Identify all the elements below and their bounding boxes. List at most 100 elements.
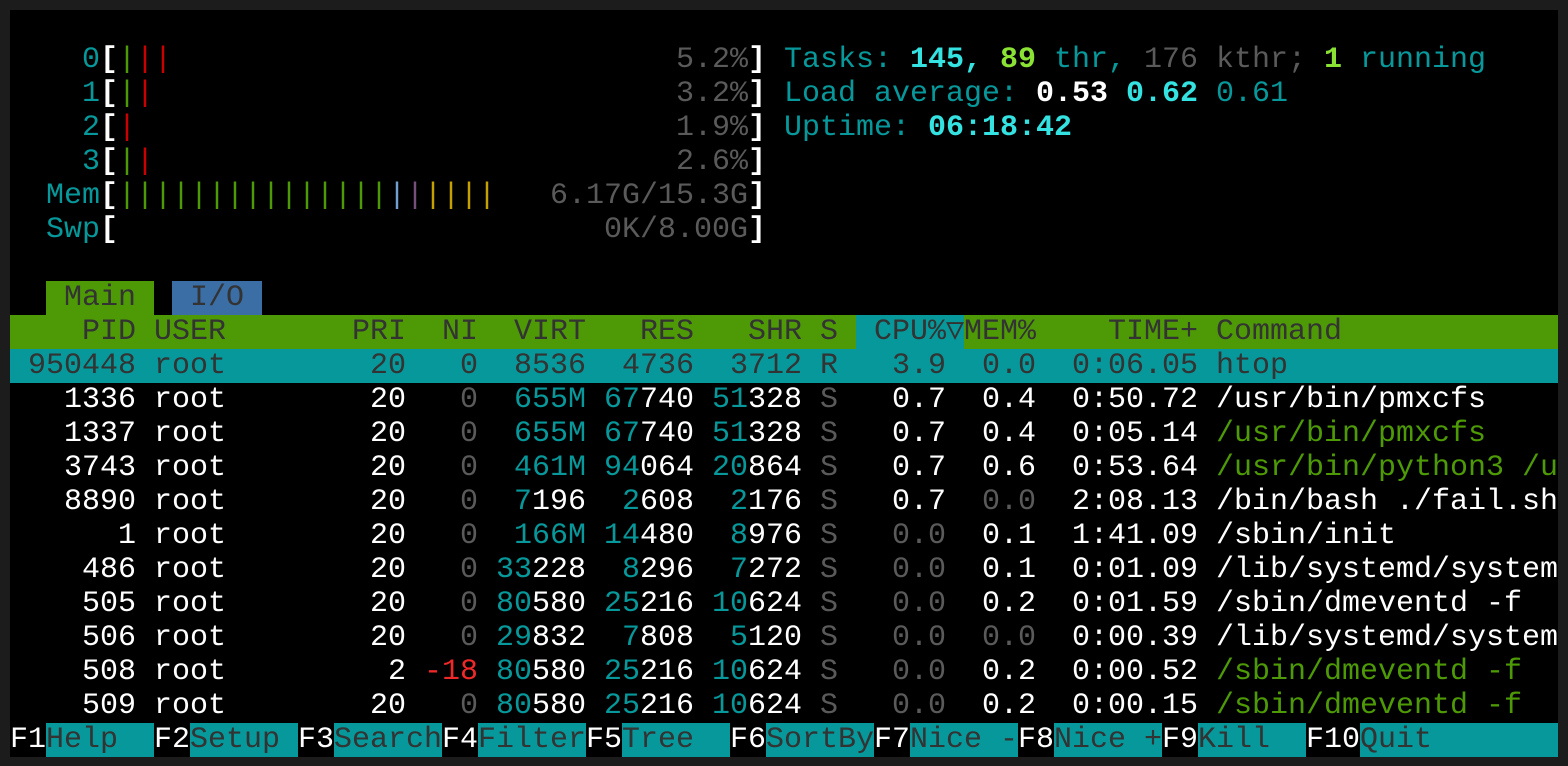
uptime-meter: Uptime: 06:18:42: [10, 111, 1558, 145]
column-header-cpu[interactable]: CPU%: [873, 315, 946, 349]
memory-meter: Mem[| | | | | | | | | | | | | | | | | | | | | 6.17G/15.3G]: [10, 179, 1558, 213]
column-header-user[interactable]: USER: [154, 315, 227, 349]
process-user: root: [154, 553, 227, 587]
process-cmd: /usr/bin/pmxcfs: [1216, 383, 1487, 417]
process-user: root: [154, 655, 227, 689]
load-5min: 0.62: [1126, 77, 1199, 111]
process-row[interactable]: 1 root 20 0 166M 14480 8976 S 0.0 0.1 1:41.09/sbin…: [10, 519, 1558, 553]
fkey-f1[interactable]: F1: [10, 723, 47, 757]
column-header-s[interactable]: S: [820, 315, 839, 349]
fkey-f8[interactable]: F8: [1018, 723, 1055, 757]
process-cpu: 0.7: [891, 417, 946, 451]
mem-bar-cache: |: [442, 179, 461, 213]
process-shr: 20864: [711, 451, 802, 485]
cpu-label: 0: [82, 43, 101, 77]
process-time: 0:06.05: [1071, 349, 1198, 383]
column-header-command[interactable]: Command: [1216, 315, 1343, 349]
tasks-meter: Tasks: 145, 89 thr, 176 kthr; 1 running: [10, 43, 1558, 77]
process-row[interactable]: 505 root 20 0 80580 25216 10624 S 0.0 0.2 0:01.59 /…: [10, 587, 1558, 621]
fkey-label-quit[interactable]: Quit: [1360, 723, 1558, 757]
process-pri: 20: [369, 485, 406, 519]
mem-bar-cache: |: [478, 179, 497, 213]
process-row[interactable]: 3743 root 20 0 461M 94064 20864 S 0.7 0.6 0:53.64 /…: [10, 451, 1558, 485]
mem-bar-used: |: [118, 179, 137, 213]
column-header-pid[interactable]: PID: [81, 315, 136, 349]
fkey-f7[interactable]: F7: [874, 723, 911, 757]
process-row[interactable]: 506 root 20 0 29832 7808 5120 S 0.0 0.0 0:00.39/li…: [10, 621, 1558, 655]
column-header-shr[interactable]: SHR: [747, 315, 802, 349]
running-count: 1: [1324, 43, 1343, 77]
fkey-f4[interactable]: F4: [442, 723, 479, 757]
swap-meter: Swp[0K/8.00G]: [10, 213, 1558, 247]
cpu-bar-segment: |: [118, 145, 137, 179]
process-row[interactable]: 486 root 20 0 33228 8296 7272 S 0.0 0.1 0:01.09/li…: [10, 553, 1558, 587]
process-row[interactable]: 1337 root 20 0 655M 67740 51328 S 0.7 0.4 0:05.14 /…: [10, 417, 1558, 451]
process-ni: 0: [459, 587, 478, 621]
process-row[interactable]: 950448 root 20 0 8536 4736 3712 R 3.9 0.0 0:06.05 h…: [10, 349, 1558, 383]
fkey-f2[interactable]: F2: [154, 723, 191, 757]
process-cmd: /sbin/dmeventd -f: [1216, 655, 1523, 689]
fkey-f5[interactable]: F5: [586, 723, 623, 757]
fkey-f3[interactable]: F3: [298, 723, 335, 757]
process-row[interactable]: 508 root 2 -18 80580 25216 10624 S 0.0 0.2 0:00.52…: [10, 655, 1558, 689]
mem-bar-used: |: [154, 179, 173, 213]
process-ni: -18: [423, 655, 478, 689]
column-header-res[interactable]: RES: [639, 315, 694, 349]
process-row[interactable]: 1336 root 20 0 655M 67740 51328 S 0.7 0.4 0:50.72 /…: [10, 383, 1558, 417]
thread-label: thr,: [1036, 43, 1145, 77]
fkey-f10[interactable]: F10: [1306, 723, 1361, 757]
mem-bar-cache: |: [424, 179, 443, 213]
fkey-label-tree[interactable]: Tree: [622, 723, 731, 757]
fkey-label-search[interactable]: Search: [334, 723, 443, 757]
column-header-pri[interactable]: PRI: [351, 315, 406, 349]
process-virt: 166M: [513, 519, 586, 553]
process-row[interactable]: 8890 root 20 0 7196 2608 2176 S 0.7 0.0 2:08.13/bi…: [10, 485, 1558, 519]
fkey-label-setup[interactable]: Setup: [190, 723, 299, 757]
cpu-bar-segment: |: [136, 77, 155, 111]
process-user: root: [154, 485, 227, 519]
cpu-bar-segment: |: [118, 111, 137, 145]
process-ni: 0: [459, 349, 478, 383]
fkey-label-nice[interactable]: Nice -: [910, 723, 1019, 757]
mem-bar-buffers: |: [388, 179, 407, 213]
meter-bracket: ]: [748, 179, 767, 213]
fkey-label-sortby[interactable]: SortBy: [766, 723, 875, 757]
tab-bar: Main I/O: [10, 281, 1558, 315]
column-header-virt[interactable]: VIRT: [513, 315, 586, 349]
cpu-meter-3: 3[| | 2.6%]: [10, 145, 1558, 179]
column-header-[interactable]: ▽: [946, 315, 965, 349]
mem-bar-used: |: [298, 179, 317, 213]
fkey-label-nice[interactable]: Nice +: [1054, 723, 1163, 757]
process-time: 0:00.39: [1071, 621, 1198, 655]
fkey-f6[interactable]: F6: [730, 723, 767, 757]
mem-bar-used: |: [280, 179, 299, 213]
process-res: 2608: [621, 485, 694, 519]
process-cmd: /usr/bin/python3 /u: [1216, 451, 1558, 485]
process-s: S: [820, 451, 839, 485]
fkey-label-help[interactable]: Help: [46, 723, 155, 757]
fkey-f9[interactable]: F9: [1162, 723, 1199, 757]
process-virt: 29832: [495, 621, 586, 655]
process-pid: 1337: [63, 417, 136, 451]
process-row[interactable]: 509 root 20 0 80580 25216 10624 S 0.0 0.2 0:00.15 /…: [10, 689, 1558, 723]
column-header-time[interactable]: TIME+: [1107, 315, 1198, 349]
process-time: 0:50.72: [1071, 383, 1198, 417]
cpu-label: 1: [82, 77, 101, 111]
fkey-label-kill[interactable]: Kill: [1198, 723, 1307, 757]
tab-main[interactable]: Main: [46, 281, 155, 315]
cpu-bar-segment: |: [136, 145, 155, 179]
process-cmd: /bin/bash ./fail.sh: [1216, 485, 1558, 519]
fkey-label-filter[interactable]: Filter: [478, 723, 587, 757]
column-header-mem[interactable]: MEM%: [964, 315, 1037, 349]
process-pid: 505: [81, 587, 136, 621]
cpu-bar-segment: |: [154, 43, 173, 77]
cpu-meter-1: 1[| | 3.2%]: [10, 77, 1558, 111]
mem-bar-used: |: [136, 179, 155, 213]
process-pri: 20: [369, 383, 406, 417]
mem-bar-used: |: [190, 179, 209, 213]
process-cpu: 0.0: [891, 553, 946, 587]
process-s: S: [820, 383, 839, 417]
tab-io[interactable]: I/O: [172, 281, 263, 315]
column-header-ni[interactable]: NI: [441, 315, 478, 349]
process-virt: 655M: [513, 417, 586, 451]
